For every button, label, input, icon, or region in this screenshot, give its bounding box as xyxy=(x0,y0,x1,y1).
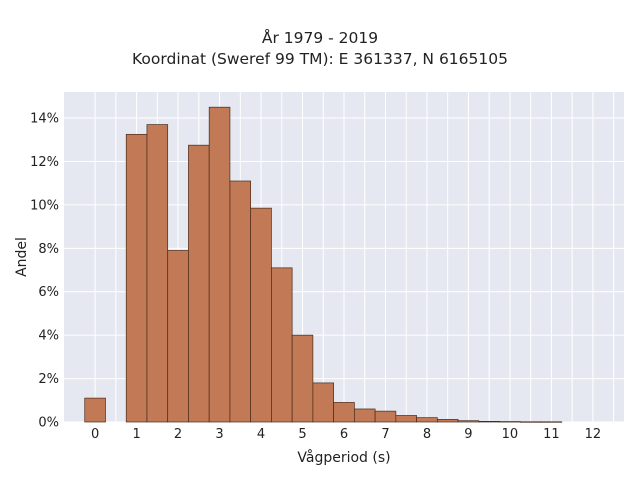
x-tick-label: 2 xyxy=(174,427,182,442)
histogram-bar xyxy=(291,334,314,423)
histogram-bar xyxy=(395,415,417,423)
chart-title: År 1979 - 2019 xyxy=(261,29,379,47)
y-tick-label: 6% xyxy=(38,285,59,300)
y-tick-label: 14% xyxy=(30,112,59,127)
x-tick-label: 8 xyxy=(423,427,431,442)
x-axis-label: Vågperiod (s) xyxy=(297,449,390,466)
y-tick-label: 10% xyxy=(30,198,59,213)
y-axis-ticks: 0% 2% 4% 6% 8% 10% 12% 14% xyxy=(30,112,59,431)
histogram-bar xyxy=(519,421,542,423)
histogram-bar xyxy=(188,144,210,423)
histogram-bar xyxy=(436,419,459,423)
x-tick-label: 10 xyxy=(502,427,519,442)
x-tick-label: 4 xyxy=(257,427,265,442)
histogram-bar xyxy=(125,133,148,423)
histogram-bar xyxy=(84,397,106,423)
x-axis-ticks: 0 1 2 3 4 5 6 7 8 9 10 11 12 xyxy=(91,427,601,442)
histogram-bar xyxy=(271,267,293,423)
histogram-bar xyxy=(333,402,355,423)
histogram-bar xyxy=(457,420,480,423)
y-axis-label: Andel xyxy=(14,237,30,277)
x-tick-label: 1 xyxy=(132,427,140,442)
histogram-bar xyxy=(374,410,397,423)
y-tick-label: 4% xyxy=(38,329,59,344)
histogram-bar xyxy=(146,124,169,423)
y-tick-label: 12% xyxy=(30,155,59,170)
histogram-bar xyxy=(354,408,376,423)
bars xyxy=(84,106,563,423)
histogram-bar xyxy=(499,421,521,423)
y-tick-label: 0% xyxy=(38,416,59,431)
histogram-bar xyxy=(312,382,334,423)
y-tick-label: 8% xyxy=(38,242,59,257)
chart-subtitle: Koordinat (Sweref 99 TM): E 361337, N 61… xyxy=(132,50,508,68)
x-tick-label: 12 xyxy=(585,427,602,442)
histogram-bar xyxy=(540,421,563,423)
x-tick-label: 5 xyxy=(298,427,306,442)
x-tick-label: 6 xyxy=(340,427,348,442)
histogram-bar xyxy=(229,180,252,423)
histogram-bar xyxy=(208,106,231,423)
histogram-bar xyxy=(416,417,438,423)
histogram-bar xyxy=(250,207,272,423)
x-tick-label: 9 xyxy=(464,427,472,442)
x-tick-label: 3 xyxy=(215,427,223,442)
y-tick-label: 2% xyxy=(38,372,59,387)
histogram-bar xyxy=(478,420,500,423)
histogram-bar xyxy=(167,250,189,423)
x-tick-label: 11 xyxy=(543,427,560,442)
x-tick-label: 0 xyxy=(91,427,99,442)
x-tick-label: 7 xyxy=(381,427,389,442)
